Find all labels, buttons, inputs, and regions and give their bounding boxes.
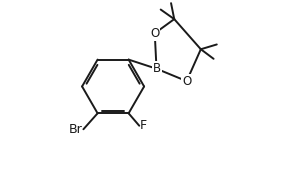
Text: O: O [182,75,191,88]
Text: F: F [140,119,147,132]
Text: B: B [153,62,161,75]
Text: O: O [150,27,160,40]
Text: Br: Br [69,123,83,136]
